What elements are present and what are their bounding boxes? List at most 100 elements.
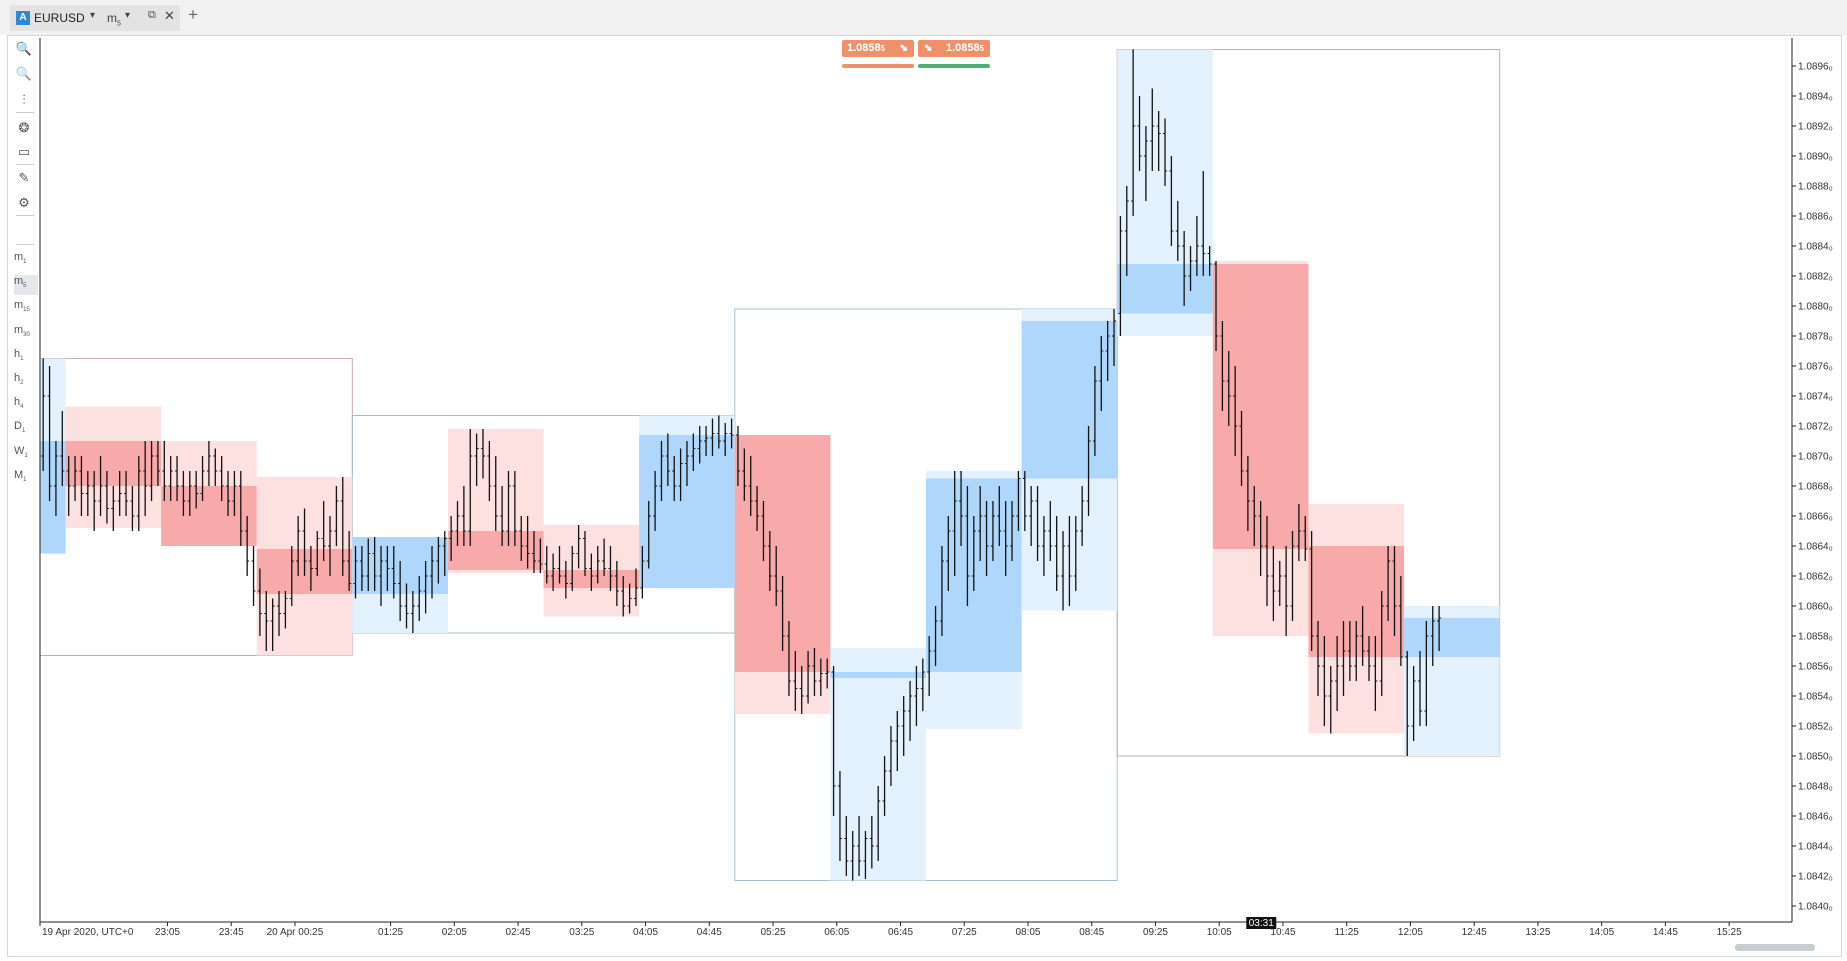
candle [570, 546, 575, 591]
candle [1354, 621, 1359, 681]
candle [372, 537, 377, 591]
y-tick-label: 1.0884₀ [1798, 242, 1833, 253]
zoom-out-icon[interactable]: 🔍 [15, 66, 33, 81]
symbol-dropdown-icon[interactable]: ▾ [90, 10, 96, 21]
candle [487, 441, 492, 501]
x-tick-label: 11:25 [1335, 927, 1360, 938]
candle [774, 546, 779, 606]
symbol-label[interactable]: EURUSD [34, 11, 85, 25]
timeframe-dropdown-icon[interactable]: ▾ [125, 10, 131, 21]
timeframe-h2[interactable]: h2 [14, 372, 38, 392]
sell-button[interactable]: 1.08585 ⬊ [842, 40, 914, 57]
x-tick-label: 07:25 [952, 927, 977, 938]
candle [653, 471, 658, 531]
candle [1284, 546, 1289, 636]
candle [850, 831, 855, 881]
toolbar-separator [16, 244, 34, 245]
x-axis-ticks: 19 Apr 2020, UTC+0 23:05 23:45 20 Apr 00:25… [39, 922, 1742, 938]
candle [710, 418, 715, 456]
candle [1061, 531, 1066, 611]
candle [646, 501, 651, 569]
chart-tab-eurusd[interactable]: A EURUSD ▾ m5 ▾ ⧉ ✕ [10, 5, 180, 31]
timeframe-h1[interactable]: h1 [14, 348, 38, 368]
candle [60, 411, 65, 486]
candle [1252, 486, 1257, 546]
settings-icon[interactable]: ⚙ [18, 195, 30, 210]
timeframe-letter: h [14, 347, 21, 360]
timeframe-label[interactable]: m5 [107, 11, 121, 27]
candle [1156, 111, 1161, 171]
candle [506, 471, 511, 546]
candle [512, 471, 517, 546]
timeframe-letter: m [14, 251, 24, 263]
body-box [161, 486, 257, 546]
candle [984, 501, 989, 576]
candle [79, 456, 84, 516]
horizontal-scrollbar[interactable] [1735, 944, 1815, 951]
timeframe-m5[interactable]: m5 [14, 275, 38, 296]
candle [136, 456, 141, 531]
buy-arrow-icon: ⬊ [924, 43, 933, 54]
timeframe-D1[interactable]: D1 [14, 420, 38, 440]
candle [793, 651, 798, 711]
timeframe-sub: 5 [117, 20, 121, 28]
candle [678, 448, 683, 501]
x-tick-label: 19 Apr 2020, UTC+0 [42, 927, 134, 938]
candle [264, 591, 269, 651]
candle [914, 666, 919, 726]
candle [257, 568, 262, 636]
candle [799, 666, 804, 714]
x-tick-label: 05:25 [761, 927, 786, 938]
timeframe-h4[interactable]: h4 [14, 396, 38, 416]
candle [73, 456, 78, 501]
candle [1277, 561, 1282, 606]
close-icon[interactable]: ✕ [164, 8, 175, 23]
x-tick-label: 09:25 [1143, 927, 1168, 938]
candle [997, 486, 1002, 546]
candle [359, 546, 364, 591]
timeframe-m1[interactable]: m1 [14, 251, 38, 271]
candle [818, 658, 823, 696]
candle [882, 756, 887, 816]
candle [1233, 366, 1238, 456]
body-box [447, 531, 544, 570]
bot-icon[interactable]: ▭ [17, 144, 31, 159]
candle [1137, 96, 1142, 171]
popout-icon[interactable]: ⧉ [148, 9, 156, 21]
candle [755, 486, 760, 531]
y-tick-label: 1.0882₀ [1798, 272, 1833, 283]
candle [410, 591, 415, 633]
drawing-icon[interactable]: ✎ [18, 170, 30, 185]
timeframe-M1[interactable]: M1 [14, 469, 38, 489]
indicators-icon[interactable]: ❂ [18, 120, 30, 135]
chart-type-icon[interactable]: ⫶ [22, 92, 26, 107]
candle [901, 696, 906, 756]
y-tick-label: 1.0896₀ [1798, 62, 1833, 73]
candle [480, 429, 485, 479]
timeframe-sub: 1 [20, 355, 24, 362]
candle [1003, 501, 1008, 576]
candle [735, 426, 740, 486]
candles [41, 49, 1442, 881]
timeframe-m15[interactable]: m15 [14, 299, 38, 319]
buy-button[interactable]: ⬊ 1.08585 [918, 40, 990, 57]
candle [200, 456, 205, 501]
candle [92, 471, 97, 531]
candle [1029, 486, 1034, 546]
candle [468, 429, 473, 546]
candle [321, 501, 326, 561]
x-tick-label: 02:05 [442, 927, 467, 938]
candle [1328, 666, 1333, 734]
timeframe-W1[interactable]: W1 [14, 445, 38, 465]
candle [697, 426, 702, 464]
timeframe-m30[interactable]: m30 [14, 324, 38, 344]
candle [1265, 516, 1270, 606]
candle [1226, 351, 1231, 426]
candle [1016, 471, 1021, 531]
candle [1360, 606, 1365, 666]
workspace-badge: A [16, 11, 30, 25]
add-tab-icon[interactable]: + [188, 5, 198, 24]
timeframe-letter: m [14, 323, 24, 336]
zoom-in-icon[interactable]: 🔍 [15, 41, 33, 56]
